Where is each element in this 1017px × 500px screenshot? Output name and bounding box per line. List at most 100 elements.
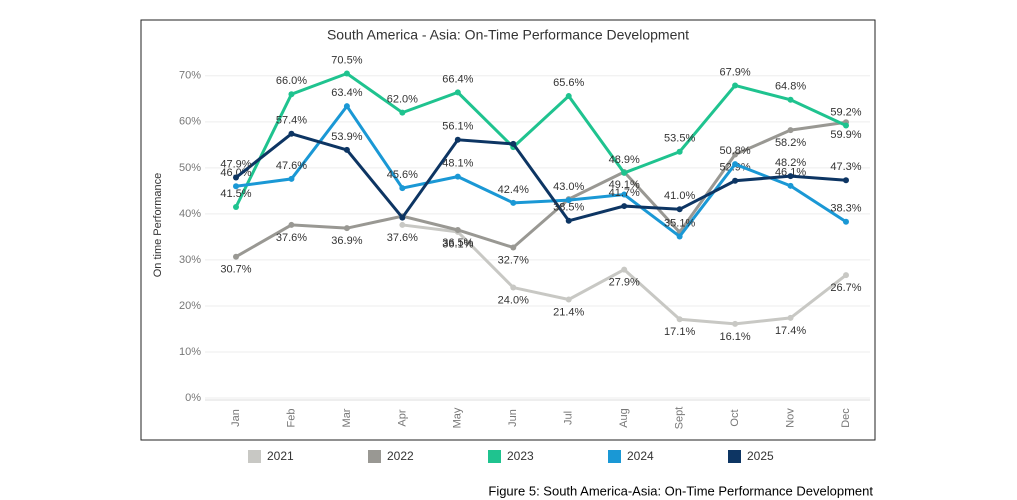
- series-line: [235, 120, 847, 258]
- data-point: [565, 93, 572, 100]
- data-point: [343, 146, 350, 153]
- data-point: [510, 244, 517, 251]
- data-label: 48.1%: [442, 158, 473, 170]
- y-tick-label: 30%: [179, 254, 201, 266]
- legend-label: 2024: [627, 449, 654, 463]
- data-point: [343, 103, 350, 110]
- data-label: 37.6%: [387, 232, 418, 244]
- data-label: 16.1%: [719, 331, 750, 343]
- x-tick-label: Mar: [341, 408, 353, 427]
- data-point: [787, 173, 794, 180]
- data-point: [621, 266, 628, 273]
- data-label: 30.7%: [220, 264, 251, 276]
- legend-swatch: [368, 450, 381, 463]
- data-point: [233, 183, 239, 190]
- data-label: 38.3%: [830, 203, 861, 215]
- data-label: 24.0%: [498, 294, 529, 306]
- data-point: [565, 197, 572, 204]
- legend-label: 2025: [747, 449, 774, 463]
- data-point: [787, 96, 794, 103]
- data-point: [843, 177, 849, 184]
- data-point: [454, 136, 461, 143]
- data-label: 41.0%: [664, 190, 695, 202]
- data-label: 58.2%: [775, 137, 806, 149]
- data-label: 57.4%: [276, 115, 307, 127]
- data-label: 50.8%: [719, 145, 750, 157]
- data-point: [732, 82, 739, 89]
- data-point: [565, 296, 572, 303]
- data-point: [787, 127, 794, 134]
- data-label: 66.0%: [276, 75, 307, 87]
- data-label: 59.9%: [830, 129, 861, 141]
- data-point: [288, 221, 295, 228]
- data-label: 37.6%: [276, 232, 307, 244]
- caption: Figure 5: South America-Asia: On-Time Pe…: [488, 483, 873, 498]
- data-point: [233, 203, 239, 210]
- data-point: [454, 173, 461, 180]
- legend-swatch: [728, 450, 741, 463]
- series-line: [235, 103, 847, 239]
- data-point: [621, 203, 628, 210]
- data-point: [233, 253, 239, 260]
- legend-swatch: [488, 450, 501, 463]
- data-point: [454, 227, 461, 233]
- data-label: 48.2%: [775, 157, 806, 169]
- data-point: [676, 233, 683, 240]
- x-tick-label: Nov: [784, 408, 796, 428]
- data-label: 41.5%: [220, 188, 251, 200]
- x-tick-label: Jul: [563, 411, 575, 425]
- y-tick-label: 70%: [179, 70, 201, 82]
- data-point: [288, 130, 295, 137]
- data-label: 36.1%: [442, 239, 473, 251]
- series-line: [234, 71, 847, 208]
- y-tick-label: 40%: [179, 208, 201, 220]
- data-point: [787, 182, 794, 189]
- x-tick-label: Sept: [674, 407, 686, 430]
- data-label: 53.5%: [664, 133, 695, 145]
- data-point: [676, 206, 683, 213]
- data-label: 47.6%: [276, 160, 307, 172]
- data-point: [732, 151, 739, 158]
- data-label: 64.8%: [775, 81, 806, 93]
- data-label: 35.1%: [664, 217, 695, 229]
- data-label: 41.7%: [609, 187, 640, 199]
- data-label: 63.4%: [331, 87, 362, 99]
- y-tick-label: 0%: [185, 392, 201, 404]
- x-tick-label: Oct: [729, 409, 741, 426]
- chart-title: South America - Asia: On-Time Performanc…: [327, 27, 689, 43]
- series-line: [235, 132, 847, 223]
- data-label: 27.9%: [609, 276, 640, 288]
- x-tick-label: Dec: [840, 408, 852, 428]
- data-point: [565, 217, 572, 224]
- data-label: 62.0%: [387, 94, 418, 106]
- data-point: [399, 214, 406, 221]
- data-point: [510, 199, 517, 206]
- x-tick-label: Aug: [618, 408, 630, 428]
- data-label: 42.4%: [498, 184, 529, 196]
- legend-label: 2023: [507, 449, 534, 463]
- data-label: 47.3%: [830, 161, 861, 173]
- data-point: [843, 218, 849, 225]
- y-tick-label: 50%: [179, 162, 201, 174]
- data-point: [676, 316, 683, 323]
- y-tick-label: 20%: [179, 300, 201, 312]
- data-label: 47.9%: [220, 158, 251, 170]
- data-label: 45.6%: [387, 169, 418, 181]
- data-point: [399, 185, 406, 192]
- data-point: [399, 109, 406, 116]
- data-label: 49.1%: [609, 179, 640, 191]
- data-label: 17.4%: [775, 325, 806, 337]
- data-label: 65.6%: [553, 77, 584, 89]
- y-tick-label: 60%: [179, 116, 201, 128]
- data-label: 67.9%: [719, 66, 750, 78]
- data-point: [843, 272, 849, 279]
- data-point: [732, 320, 739, 327]
- data-point: [454, 89, 461, 96]
- data-label: 32.7%: [498, 254, 529, 266]
- x-tick-label: Apr: [396, 409, 408, 426]
- data-label: 43.0%: [553, 181, 584, 193]
- data-point: [787, 314, 794, 321]
- data-point: [732, 177, 739, 184]
